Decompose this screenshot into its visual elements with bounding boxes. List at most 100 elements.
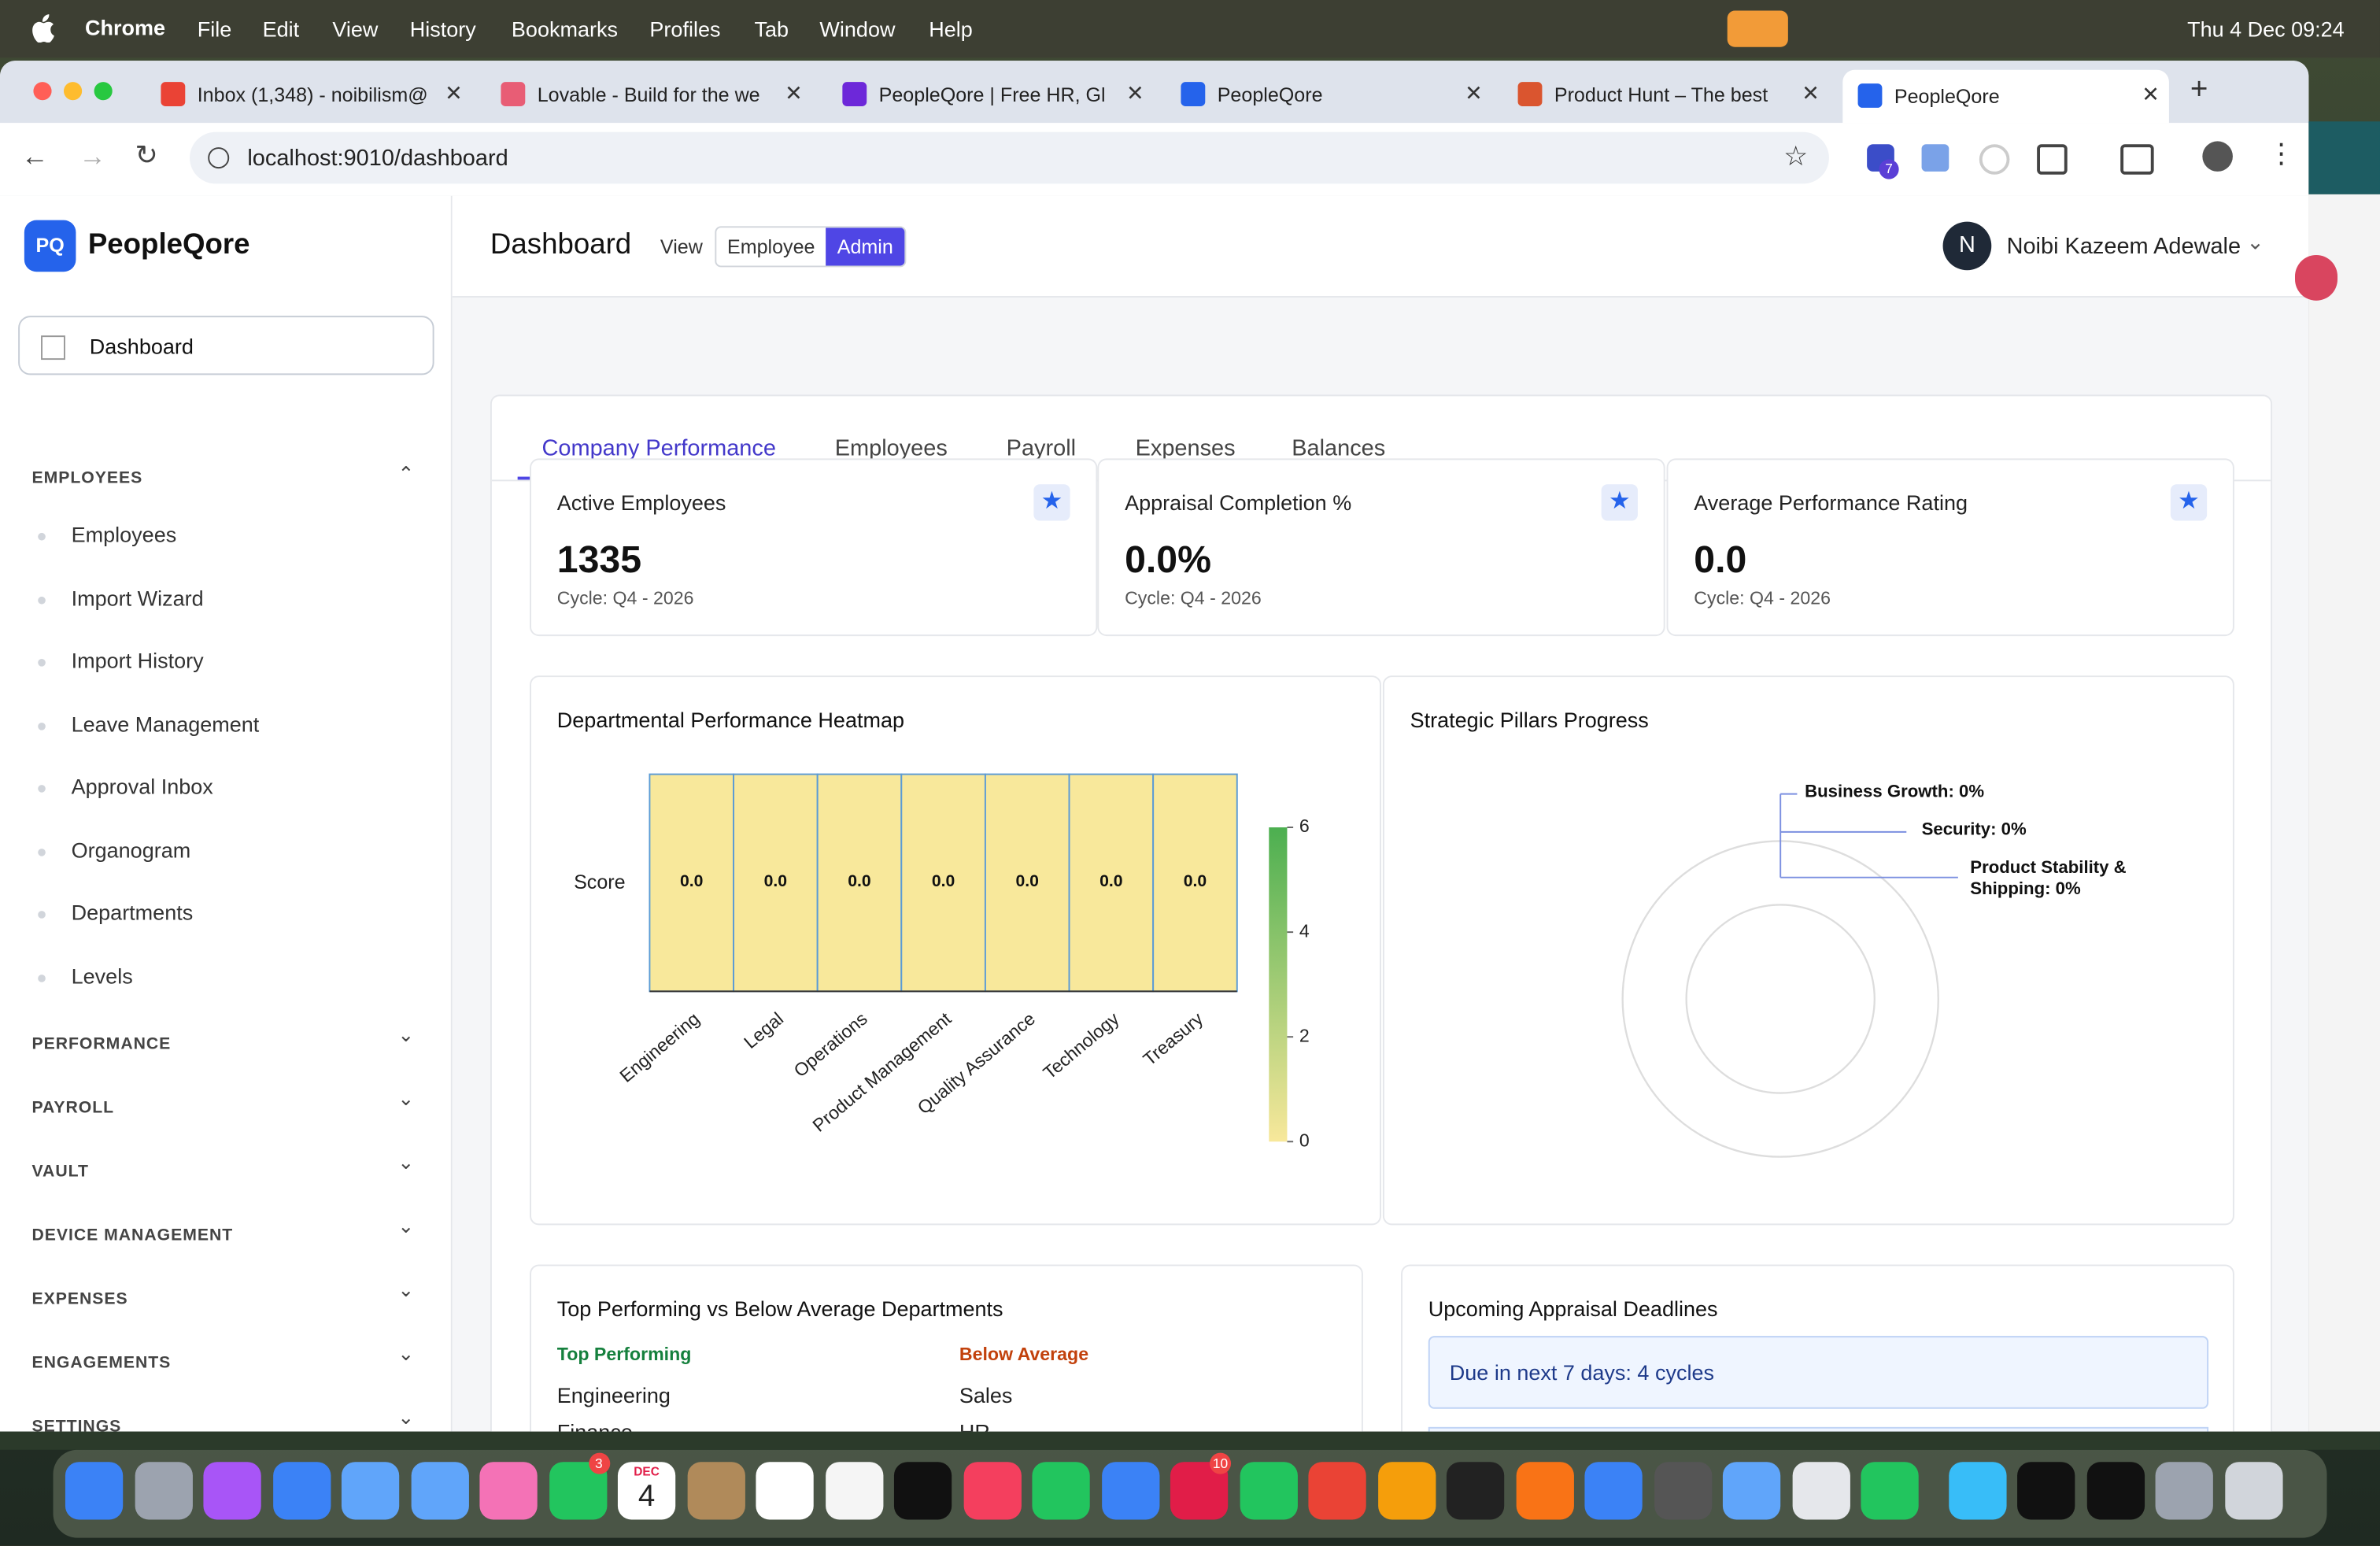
nav-item[interactable]: Leave Management [71, 711, 260, 736]
dock-icon[interactable] [1584, 1462, 1643, 1520]
menu-item[interactable]: Profiles [649, 17, 721, 42]
section-title[interactable]: ENGAGEMENTS [31, 1354, 172, 1373]
section-caret[interactable]: ⌄ [397, 1214, 415, 1237]
star-badge[interactable]: ★ [2170, 484, 2208, 521]
clock[interactable]: Thu 4 Dec 09:24 [2187, 17, 2345, 42]
section-caret[interactable]: ⌄ [397, 1278, 415, 1301]
section-caret[interactable]: ⌄ [397, 1150, 415, 1174]
close-button[interactable] [33, 82, 52, 101]
content-tab[interactable]: Company Performance [541, 435, 776, 462]
tab-close[interactable]: ✕ [1125, 80, 1144, 105]
section-title[interactable]: PERFORMANCE [31, 1035, 172, 1054]
nav-item[interactable]: Levels [71, 963, 133, 988]
nav-item[interactable]: Import History [71, 648, 204, 673]
menu-item[interactable]: Help [929, 17, 973, 42]
dock-icon[interactable] [341, 1462, 400, 1520]
dock-icon[interactable] [1032, 1462, 1090, 1520]
content-tab[interactable]: Expenses [1135, 435, 1236, 462]
new-tab[interactable]: + [2190, 72, 2208, 106]
star-badge[interactable]: ★ [1033, 484, 1070, 521]
forward-button[interactable]: → [79, 141, 106, 172]
bookmark-star[interactable]: ☆ [1783, 141, 1809, 172]
menu-item[interactable]: Bookmarks [511, 17, 618, 42]
tab-close[interactable]: ✕ [1465, 80, 1483, 105]
menu-item[interactable]: Window [819, 17, 896, 42]
minimize-button[interactable] [63, 82, 83, 101]
app-menu[interactable]: Chrome [84, 15, 166, 40]
nav-item[interactable]: Organogram [71, 837, 191, 862]
section-title[interactable]: EXPENSES [31, 1290, 128, 1309]
nav-active[interactable]: Dashboard [18, 316, 434, 375]
dock-icon[interactable] [203, 1462, 261, 1520]
menu-item[interactable]: History [409, 17, 476, 42]
tab[interactable]: Inbox (1,348) - noibilism@ ✕ [146, 73, 472, 116]
dock-icon[interactable] [686, 1462, 745, 1520]
dock-icon[interactable] [134, 1462, 192, 1520]
address-bar[interactable]: localhost:9010/dashboard ☆ [190, 131, 1829, 184]
deadline-notice[interactable]: Due in next 7 days: 4 cycles [1428, 1336, 2209, 1409]
back-button[interactable]: ← [20, 141, 49, 172]
star-badge[interactable]: ★ [1601, 484, 1638, 521]
user-avatar[interactable]: N [1942, 221, 1992, 271]
dock-icon[interactable] [272, 1462, 331, 1520]
tab[interactable]: PeopleQore | Free HR, Gl ✕ [827, 73, 1154, 116]
translate-icon[interactable] [1921, 144, 1949, 172]
zoom-button[interactable] [94, 82, 113, 101]
dock-icon[interactable] [2017, 1462, 2075, 1520]
dock-icon[interactable] [2155, 1462, 2213, 1520]
record-icon[interactable] [1979, 144, 2010, 175]
content-tab[interactable]: Payroll [1006, 435, 1077, 462]
dock-icon[interactable] [1791, 1462, 1850, 1520]
toggle-employee[interactable]: Employee [726, 235, 815, 258]
nav-item[interactable]: Approval Inbox [71, 774, 213, 799]
section-title[interactable]: SETTINGS [31, 1418, 122, 1432]
dock-icon[interactable] [1101, 1462, 1159, 1520]
tab-close[interactable]: ✕ [2142, 82, 2160, 106]
content-tab[interactable]: Employees [834, 435, 948, 462]
dock-icon[interactable] [479, 1462, 538, 1520]
dock-icon[interactable] [963, 1462, 1021, 1520]
dock-icon[interactable] [1948, 1462, 2006, 1520]
menu-item[interactable]: View [332, 17, 379, 42]
section-caret[interactable]: ⌄ [397, 1086, 415, 1110]
reload-button[interactable]: ↻ [135, 139, 158, 170]
nav-item[interactable]: Departments [71, 900, 194, 925]
dock-icon[interactable] [1377, 1462, 1436, 1520]
tab-search-icon[interactable] [2120, 144, 2154, 175]
section-title[interactable]: DEVICE MANAGEMENT [31, 1226, 234, 1245]
section-title[interactable]: EMPLOYEES [31, 468, 143, 488]
dock-icon[interactable] [756, 1462, 814, 1520]
logo[interactable]: PQ [24, 220, 76, 272]
tab-active[interactable]: PeopleQore ✕ [1842, 69, 2169, 124]
dock-icon[interactable]: DEC 4 [617, 1462, 676, 1520]
toggle-admin[interactable]: Admin [826, 227, 905, 266]
dock-icon[interactable] [1239, 1462, 1297, 1520]
user-name[interactable]: Noibi Kazeem Adewale [2006, 233, 2241, 260]
apple-logo[interactable] [31, 13, 55, 43]
url[interactable]: localhost:9010/dashboard [247, 146, 508, 172]
extensions-icon[interactable] [2037, 144, 2068, 175]
dock-icon[interactable] [1446, 1462, 1505, 1520]
menu-button[interactable]: ⋮ [2267, 138, 2295, 169]
dock-icon[interactable] [825, 1462, 883, 1520]
tab-close[interactable]: ✕ [1802, 80, 1820, 105]
tab-close[interactable]: ✕ [445, 80, 463, 105]
section-caret[interactable]: ⌄ [397, 1405, 415, 1429]
dock-icon[interactable] [1861, 1462, 1919, 1520]
section-caret[interactable]: ⌄ [397, 1023, 415, 1046]
brand[interactable]: PeopleQore [87, 229, 250, 261]
dock-icon[interactable] [893, 1462, 952, 1520]
dock-icon[interactable]: 3 [549, 1452, 610, 1520]
menu-item[interactable]: Edit [262, 17, 300, 42]
tab[interactable]: Product Hunt – The best ✕ [1502, 73, 1829, 116]
dock-icon[interactable] [1654, 1462, 1712, 1520]
dock-icon[interactable] [1722, 1462, 1781, 1520]
nav-item[interactable]: Employees [71, 522, 177, 547]
section-caret[interactable]: ⌄ [397, 1341, 415, 1365]
site-info-icon[interactable] [208, 147, 230, 169]
dock-icon[interactable] [410, 1462, 468, 1520]
dock-icon[interactable] [1308, 1462, 1366, 1520]
user-menu-caret[interactable]: ⌄ [2246, 229, 2264, 254]
dock-icon[interactable] [2224, 1462, 2282, 1520]
dock-icon[interactable]: 10 [1170, 1452, 1232, 1520]
